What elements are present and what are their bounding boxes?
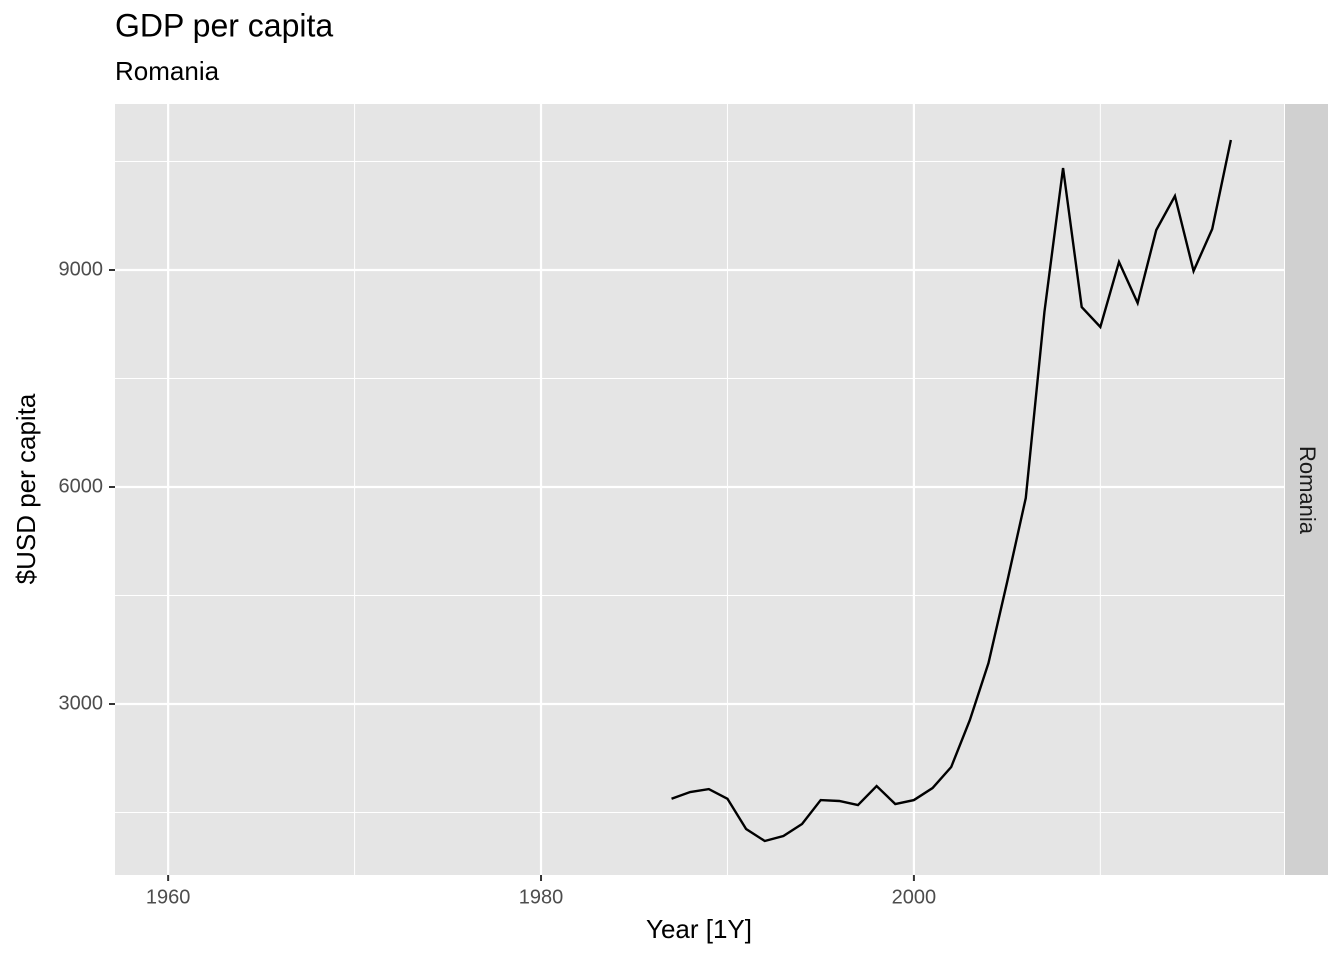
x-tick-label: 1980 (519, 886, 564, 908)
line (671, 139, 1233, 843)
x-tick-label: 1960 (146, 886, 191, 908)
y-axis-title: $USD per capita (11, 393, 41, 584)
x-tick-label: 2000 (892, 886, 937, 908)
y-tick-label: 6000 (59, 475, 104, 497)
x-axis-title: Year [1Y] (646, 914, 752, 944)
facet-label: Romania (1295, 446, 1320, 535)
y-tick-label: 3000 (59, 692, 104, 714)
chart-subtitle: Romania (115, 56, 220, 86)
panel (115, 104, 1284, 875)
y-tick-label: 9000 (59, 258, 104, 280)
facet-strip (1285, 104, 1328, 875)
chart-title: GDP per capita (115, 7, 333, 43)
